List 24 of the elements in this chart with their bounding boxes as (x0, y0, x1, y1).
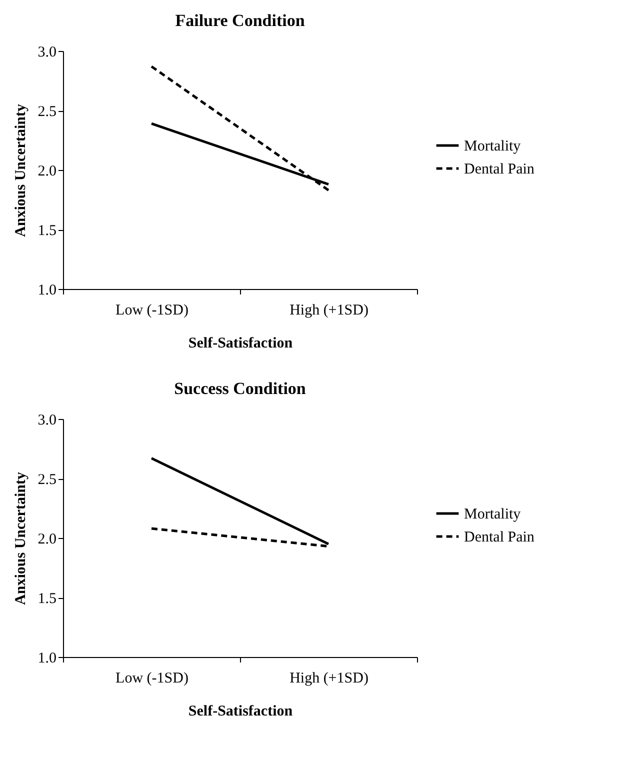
legend-label: Mortality (464, 138, 522, 154)
y-tick-label: 2.0 (38, 164, 56, 180)
y-tick-label: 2.5 (38, 104, 56, 120)
y-tick-label: 2.5 (38, 472, 56, 488)
y-axis-title: Anxious Uncertainty (12, 472, 29, 605)
x-axis-title: Self-Satisfaction (188, 704, 294, 720)
y-tick-label: 3.0 (38, 44, 56, 60)
legend-label: Dental Pain (464, 530, 535, 546)
x-axis-title: Self-Satisfaction (188, 336, 294, 352)
legend-label: Mortality (464, 506, 522, 522)
y-tick-label: 1.0 (38, 650, 56, 666)
y-tick-label: 1.5 (38, 591, 56, 607)
chart-title: Success Condition (174, 379, 306, 398)
y-tick-label: 3.0 (38, 412, 56, 428)
y-axis-title: Anxious Uncertainty (12, 104, 29, 237)
y-tick-label: 1.0 (38, 282, 56, 298)
y-tick-label: 1.5 (38, 223, 56, 239)
x-tick-label: Low (-1SD) (116, 302, 188, 318)
x-tick-label: Low (-1SD) (116, 670, 188, 686)
y-tick-label: 2.0 (38, 532, 56, 548)
legend-label: Dental Pain (464, 162, 535, 178)
chart-title: Failure Condition (175, 11, 306, 30)
x-tick-label: High (+1SD) (290, 670, 368, 686)
x-tick-label: High (+1SD) (290, 302, 368, 318)
